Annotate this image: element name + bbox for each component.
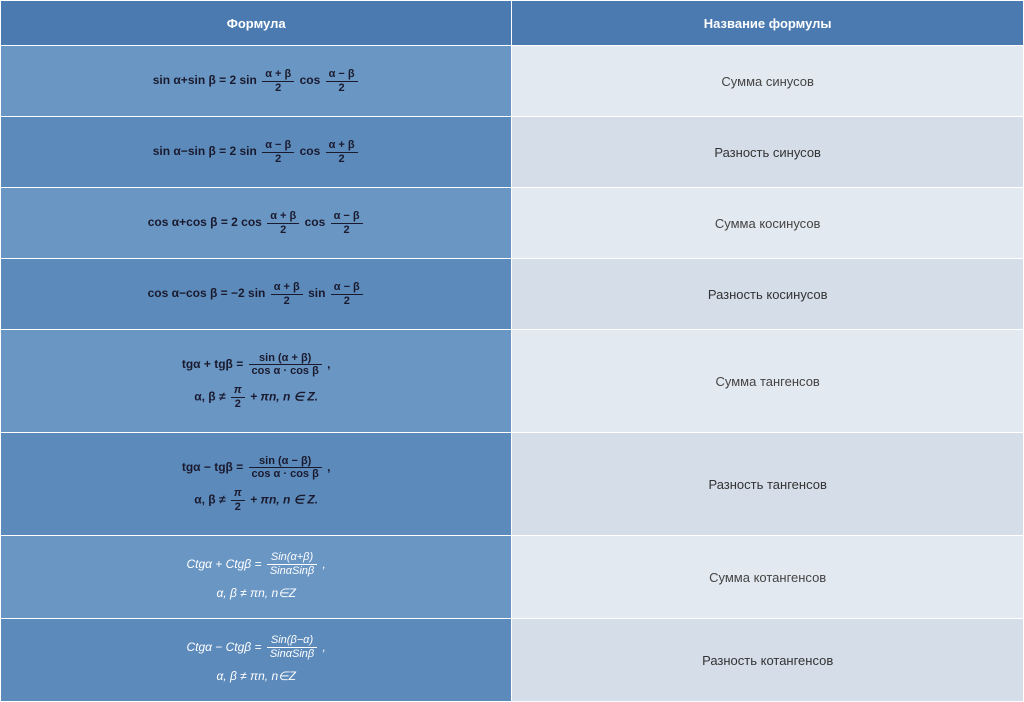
table-row: Ctgα − Ctgβ = Sin(β−α)SinαSinβ , α, β ≠ … [1,619,1024,702]
formula-table: Формула Название формулы sin α+sin β = 2… [0,0,1024,702]
formula-text: Ctgα − Ctgβ = Sin(β−α)SinαSinβ , α, β ≠ … [5,640,507,686]
formula-text: Ctgα + Ctgβ = Sin(α+β)SinαSinβ , α, β ≠ … [5,557,507,603]
formula-text: cos α−cos β = −2 sin α + β2 sin α − β2 [148,286,365,300]
name-cell-8: Разность котангенсов [512,619,1024,702]
header-row: Формула Название формулы [1,1,1024,46]
formula-text: tgα + tgβ = sin (α + β)cos α · cos β , α… [5,357,507,410]
formula-cell-1: sin α+sin β = 2 sin α + β2 cos α − β2 [1,46,512,117]
formula-cell-4: cos α−cos β = −2 sin α + β2 sin α − β2 [1,259,512,330]
formula-cell-2: sin α−sin β = 2 sin α − β2 cos α + β2 [1,117,512,188]
name-cell-1: Сумма синусов [512,46,1024,117]
name-cell-4: Разность косинусов [512,259,1024,330]
name-cell-6: Разность тангенсов [512,433,1024,536]
table-row: tgα + tgβ = sin (α + β)cos α · cos β , α… [1,330,1024,433]
formula-text: cos α+cos β = 2 cos α + β2 cos α − β2 [148,215,365,229]
table-row: cos α+cos β = 2 cos α + β2 cos α − β2 Су… [1,188,1024,259]
table-row: sin α−sin β = 2 sin α − β2 cos α + β2 Ра… [1,117,1024,188]
name-cell-2: Разность синусов [512,117,1024,188]
formula-cell-6: tgα − tgβ = sin (α − β)cos α · cos β , α… [1,433,512,536]
formula-cell-3: cos α+cos β = 2 cos α + β2 cos α − β2 [1,188,512,259]
table-row: sin α+sin β = 2 sin α + β2 cos α − β2 Су… [1,46,1024,117]
formula-text: sin α+sin β = 2 sin α + β2 cos α − β2 [153,73,360,87]
formula-text: sin α−sin β = 2 sin α − β2 cos α + β2 [153,144,360,158]
header-formula: Формула [1,1,512,46]
formula-cell-5: tgα + tgβ = sin (α + β)cos α · cos β , α… [1,330,512,433]
formula-cell-7: Ctgα + Ctgβ = Sin(α+β)SinαSinβ , α, β ≠ … [1,536,512,619]
name-cell-7: Сумма котангенсов [512,536,1024,619]
name-cell-3: Сумма косинусов [512,188,1024,259]
name-cell-5: Сумма тангенсов [512,330,1024,433]
formula-text: tgα − tgβ = sin (α − β)cos α · cos β , α… [5,460,507,513]
table-row: tgα − tgβ = sin (α − β)cos α · cos β , α… [1,433,1024,536]
table-row: Ctgα + Ctgβ = Sin(α+β)SinαSinβ , α, β ≠ … [1,536,1024,619]
table-row: cos α−cos β = −2 sin α + β2 sin α − β2 Р… [1,259,1024,330]
formula-cell-8: Ctgα − Ctgβ = Sin(β−α)SinαSinβ , α, β ≠ … [1,619,512,702]
header-name: Название формулы [512,1,1024,46]
